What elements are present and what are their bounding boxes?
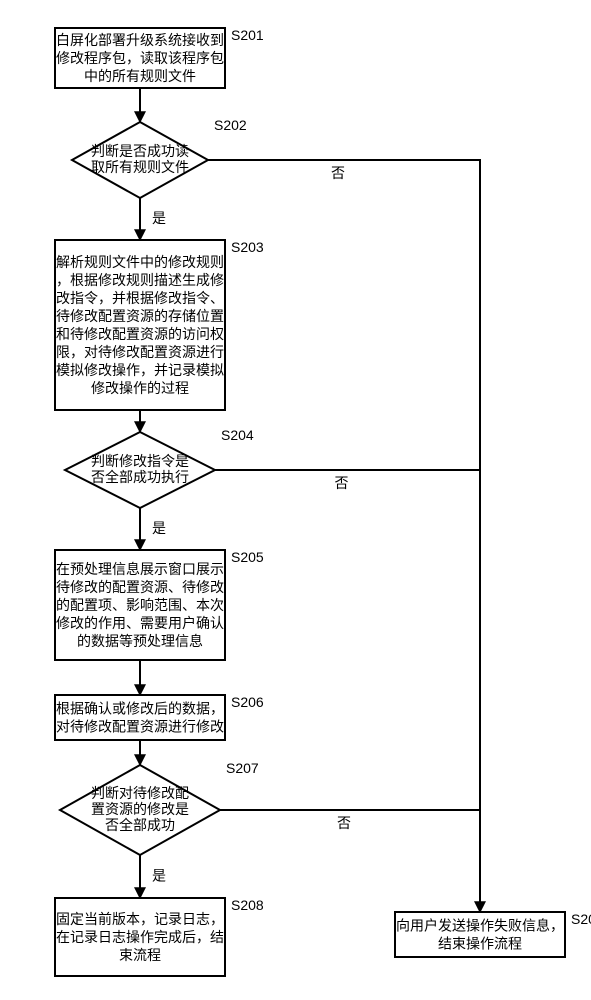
node-s202: 判断是否成功读取所有规则文件 S202 (72, 117, 247, 198)
svg-text:和待修改配置资源的访问权: 和待修改配置资源的访问权 (56, 326, 224, 342)
svg-text:固定当前版本，记录日志，: 固定当前版本，记录日志， (56, 911, 224, 927)
edge (208, 160, 480, 912)
node-s203: 解析规则文件中的修改规则 ，根据修改规则描述生成修改指令，并根据修改指令、待修改配… (55, 239, 264, 410)
svg-text:白屏化部署升级系统接收到: 白屏化部署升级系统接收到 (56, 32, 224, 48)
edge-label: 否 (335, 475, 349, 491)
svg-text:，根据修改规则描述生成修: ，根据修改规则描述生成修 (56, 272, 224, 288)
svg-text:对待修改配置资源进行修改: 对待修改配置资源进行修改 (56, 719, 224, 735)
step-label: S201 (231, 27, 264, 43)
svg-text:判断对待修改配: 判断对待修改配 (91, 785, 189, 801)
svg-text:取所有规则文件: 取所有规则文件 (91, 159, 189, 175)
svg-text:判断修改指令是: 判断修改指令是 (91, 453, 189, 469)
svg-text:否全部成功: 否全部成功 (105, 817, 175, 833)
svg-text:修改的作用、需要用户确认: 修改的作用、需要用户确认 (56, 615, 224, 631)
svg-text:待修改的配置资源、待修改: 待修改的配置资源、待修改 (56, 579, 224, 595)
svg-text:待修改配置资源的存储位置: 待修改配置资源的存储位置 (56, 308, 224, 324)
svg-text:修改程序包，读取该程序包: 修改程序包，读取该程序包 (56, 50, 224, 66)
edge-label: 是 (152, 868, 166, 884)
svg-text:模拟修改操作，并记录模拟: 模拟修改操作，并记录模拟 (56, 362, 224, 378)
svg-text:否全部成功执行: 否全部成功执行 (91, 469, 189, 485)
svg-text:在预处理信息展示窗口展示: 在预处理信息展示窗口展示 (56, 561, 224, 577)
svg-text:限，对待修改配置资源进行: 限，对待修改配置资源进行 (56, 344, 224, 360)
svg-text:的数据等预处理信息: 的数据等预处理信息 (77, 633, 203, 649)
node-s204: 判断修改指令是否全部成功执行 S204 (65, 427, 254, 508)
step-label: S207 (226, 760, 259, 776)
step-label: S203 (231, 239, 264, 255)
node-s206: 根据确认或修改后的数据， 对待修改配置资源进行修改 S206 (55, 694, 264, 740)
svg-text:束流程: 束流程 (119, 947, 161, 963)
svg-text:置资源的修改是: 置资源的修改是 (91, 801, 189, 817)
node-s209: 向用户发送操作失败信息， 结束操作流程 S209 (395, 911, 591, 957)
edge-label: 是 (152, 520, 166, 536)
svg-text:在记录日志操作完成后，结: 在记录日志操作完成后，结 (56, 929, 224, 945)
edge-label: 否 (337, 815, 351, 831)
svg-text:修改操作的过程: 修改操作的过程 (91, 380, 189, 396)
step-label: S205 (231, 549, 264, 565)
svg-text:根据确认或修改后的数据，: 根据确认或修改后的数据， (56, 701, 224, 717)
svg-text:解析规则文件中的修改规则: 解析规则文件中的修改规则 (56, 254, 224, 270)
edge-label: 否 (331, 165, 345, 181)
svg-text:改指令，并根据修改指令、: 改指令，并根据修改指令、 (56, 290, 224, 306)
node-s201: 白屏化部署升级系统接收到修改程序包，读取该程序包中的所有规则文件 S201 (55, 27, 264, 88)
svg-text:结束操作流程: 结束操作流程 (438, 936, 522, 952)
node-s205: 在预处理信息展示窗口展示待修改的配置资源、待修改的配置项、影响范围、本次修改的作… (55, 549, 264, 660)
step-label: S209 (571, 911, 591, 927)
step-label: S204 (221, 427, 254, 443)
step-label: S202 (214, 117, 247, 133)
svg-text:判断是否成功读: 判断是否成功读 (91, 143, 189, 159)
step-label: S206 (231, 694, 264, 710)
node-s207: 判断对待修改配置资源的修改是否全部成功 S207 (60, 760, 259, 855)
edge-label: 是 (152, 210, 166, 226)
svg-text:的配置项、影响范围、本次: 的配置项、影响范围、本次 (56, 597, 224, 613)
step-label: S208 (231, 897, 264, 913)
svg-text:中的所有规则文件: 中的所有规则文件 (84, 68, 196, 84)
svg-text:向用户发送操作失败信息，: 向用户发送操作失败信息， (396, 918, 564, 934)
node-s208: 固定当前版本，记录日志， 在记录日志操作完成后，结束流程 S208 (55, 897, 264, 976)
edge (215, 470, 480, 912)
